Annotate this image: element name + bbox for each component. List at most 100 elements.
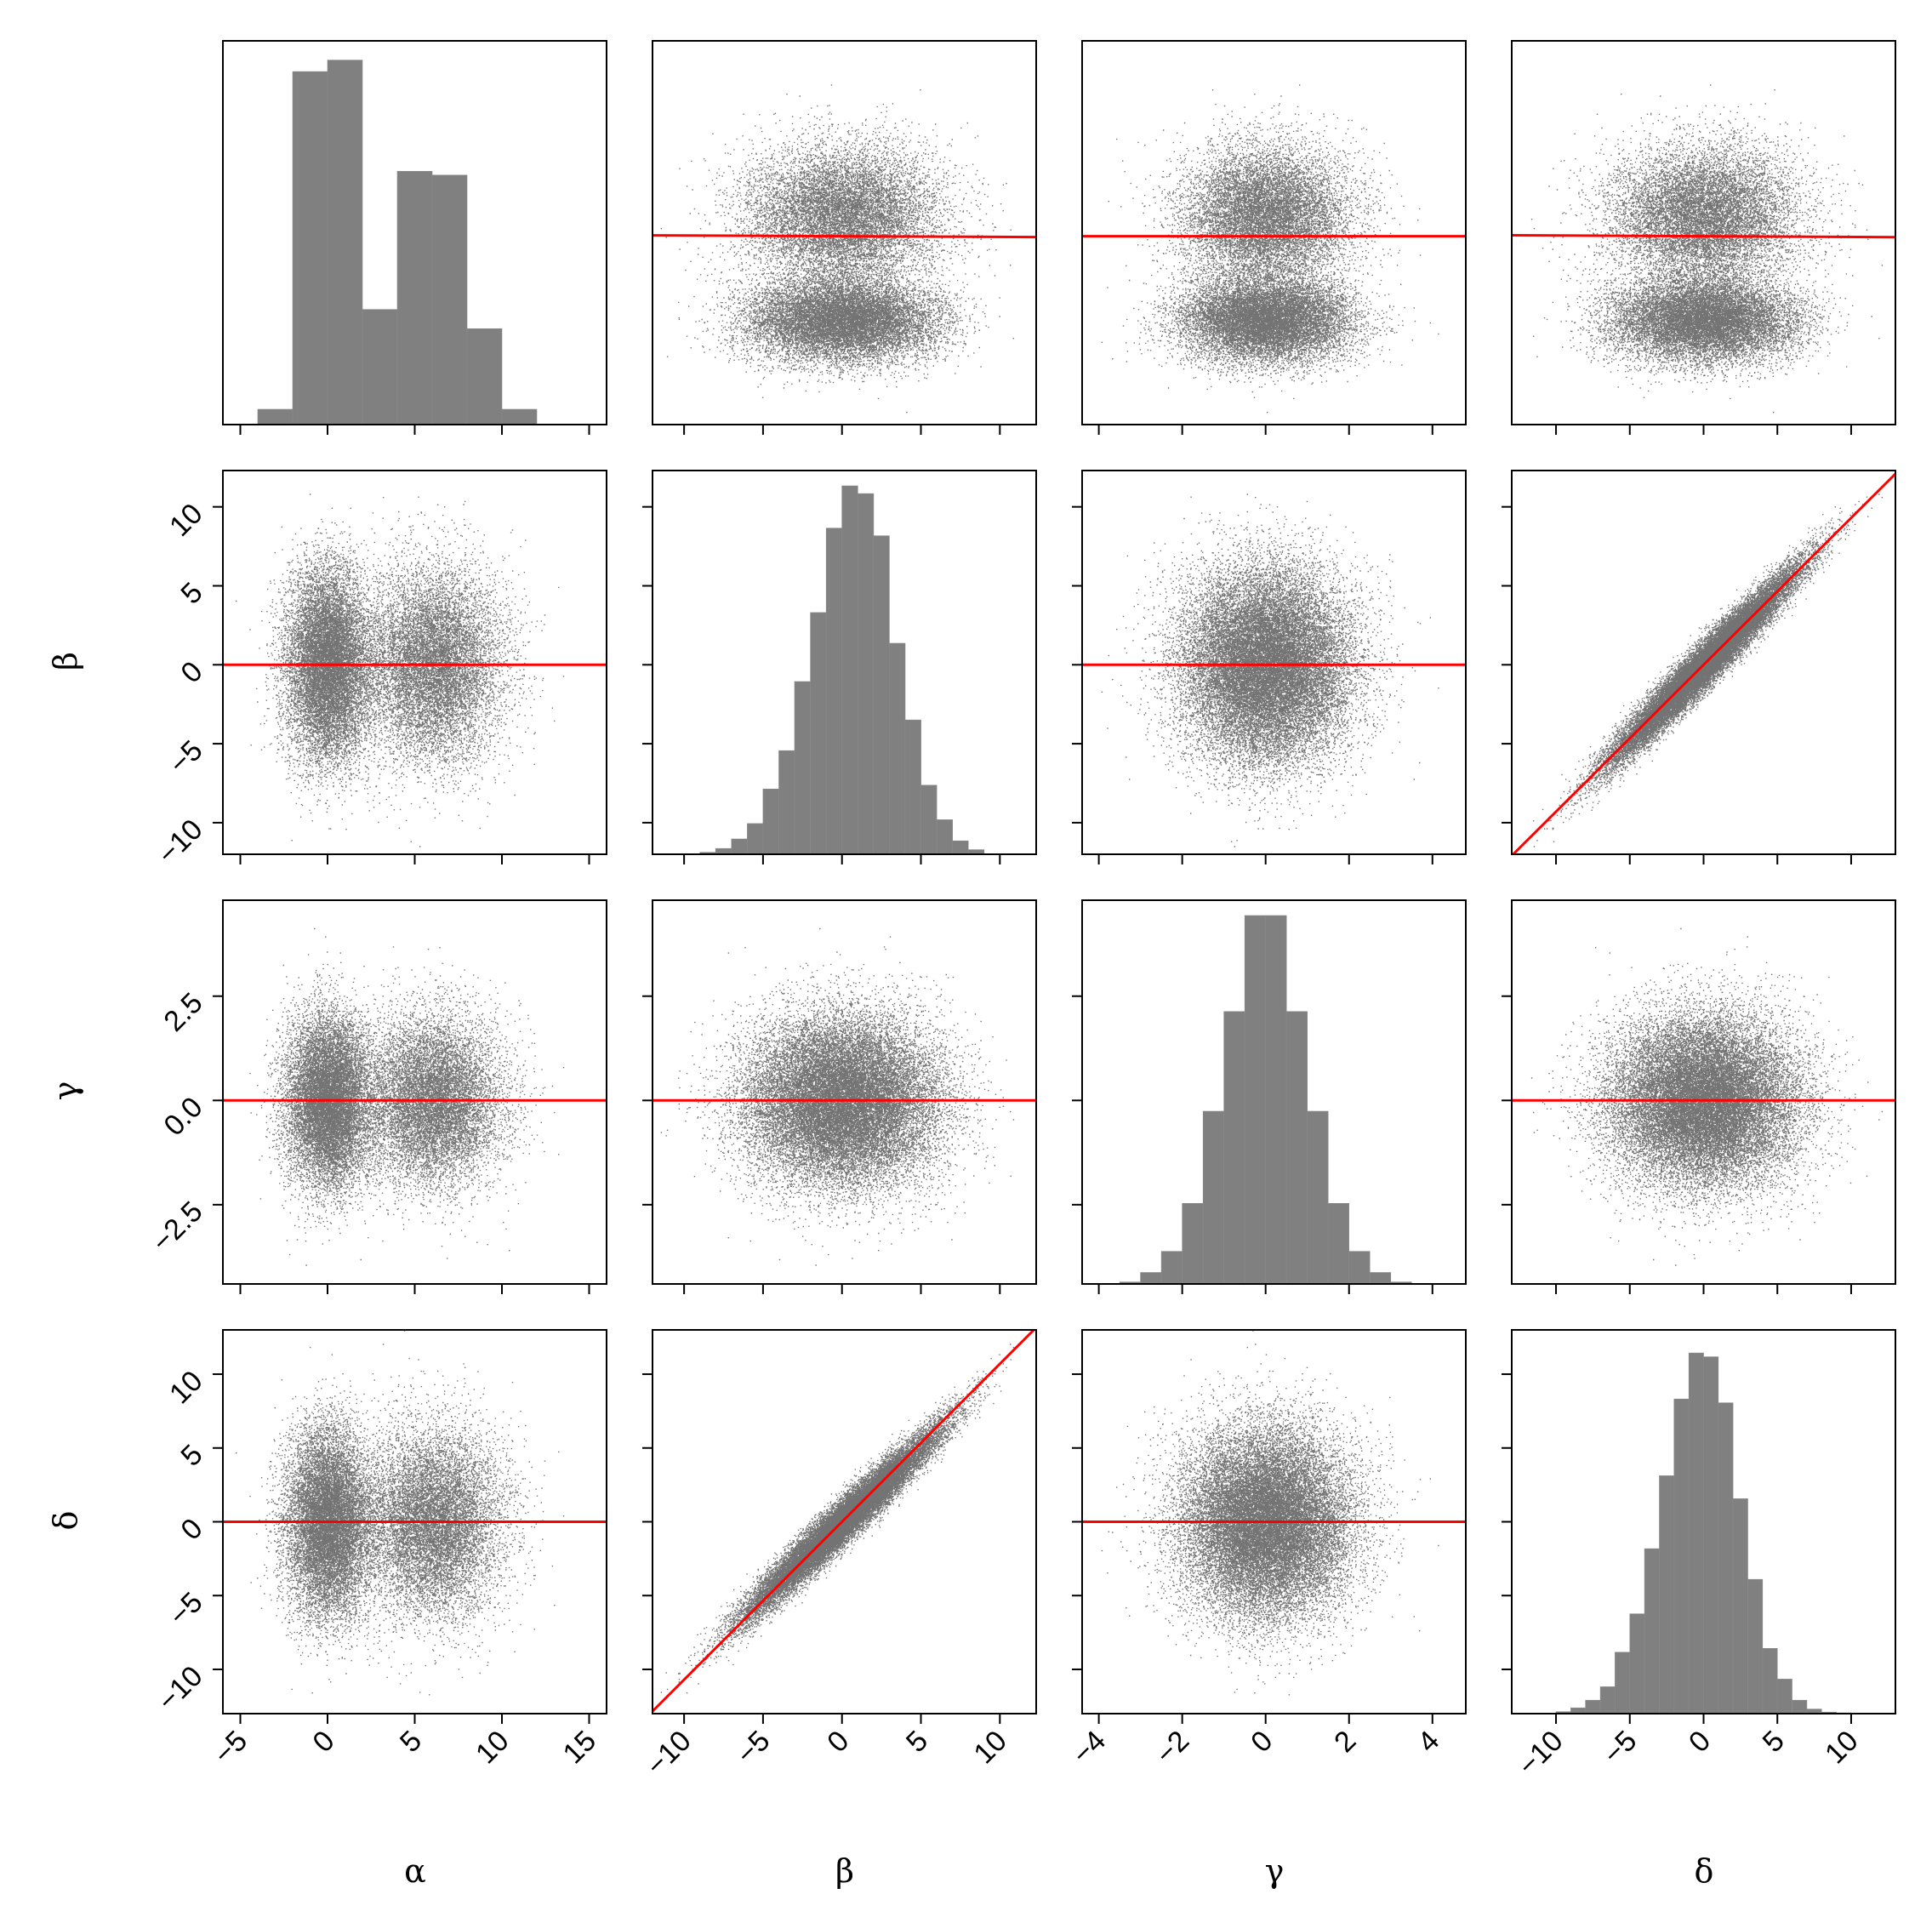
x-tick-label: 5 (900, 1725, 934, 1759)
fit-line-beta-vs-delta (1512, 474, 1895, 856)
scatter-panel-gamma-vs-beta (648, 928, 1052, 1266)
y-tick-label: 0 (174, 655, 208, 689)
x-axis-label-alpha: α (404, 1852, 426, 1890)
x-tick-label: 10 (470, 1725, 516, 1771)
histogram-bar (732, 839, 748, 854)
histogram-bar (1370, 1273, 1391, 1285)
histogram-bar (1718, 1403, 1733, 1714)
histogram-bar (921, 785, 938, 854)
histogram-bar (1308, 1111, 1329, 1284)
scatter-points (236, 456, 564, 860)
histogram-bar (1586, 1700, 1600, 1714)
histogram-bar (467, 328, 502, 425)
scatter-panel-alpha-vs-delta (1531, 84, 1896, 413)
histogram-bar (747, 824, 763, 854)
x-tick-label: 10 (1819, 1725, 1865, 1771)
scatter-panel-gamma-vs-alpha (236, 928, 564, 1266)
y-tick-label: 5 (174, 1439, 208, 1473)
histogram-delta (1556, 1353, 1851, 1714)
histogram-bar (1161, 1252, 1183, 1284)
histogram-bar (1183, 1203, 1204, 1284)
scatter-points (1102, 84, 1439, 413)
histogram-bar (328, 60, 362, 425)
x-tick-label: 15 (557, 1725, 603, 1771)
histogram-bar (1644, 1549, 1659, 1714)
histogram-bar (1203, 1111, 1224, 1284)
histogram-bar (502, 409, 537, 425)
histogram-bar (937, 819, 953, 854)
scatter-panel-gamma-vs-delta (1531, 928, 1896, 1266)
histogram-bar (842, 486, 858, 854)
x-tick-label: 10 (967, 1725, 1013, 1771)
histogram-bar (826, 528, 842, 854)
scatter-points (1102, 1330, 1439, 1695)
histogram-bar (1328, 1203, 1349, 1284)
scatter-panel-alpha-vs-gamma (1102, 84, 1439, 413)
histogram-bar (779, 750, 795, 854)
x-tick-label: 4 (1411, 1725, 1445, 1759)
x-tick-label: 2 (1328, 1725, 1362, 1759)
histogram-gamma (1120, 916, 1411, 1284)
y-axis-label-beta: β (47, 652, 84, 670)
histogram-bar (1777, 1679, 1792, 1714)
y-axis-label-delta: δ (47, 1511, 84, 1531)
histogram-bar (1615, 1652, 1629, 1714)
histogram-beta (700, 486, 984, 854)
histogram-bar (1600, 1686, 1615, 1714)
histogram-bar (293, 71, 328, 425)
x-tick-label: 5 (1757, 1725, 1791, 1759)
histogram-bar (811, 613, 827, 854)
histogram-bar (874, 536, 890, 854)
histogram-bar (1141, 1273, 1162, 1285)
histogram-bars-layer (258, 60, 1851, 1714)
scatter-panel-alpha-vs-beta (648, 84, 1052, 413)
histogram-bar (905, 720, 921, 854)
histogram-bar (432, 175, 467, 425)
scatter-points (1102, 456, 1439, 860)
scatter-points (648, 928, 1052, 1266)
scatter-points (1531, 84, 1896, 413)
histogram-bar (1660, 1475, 1674, 1714)
histogram-bar (1733, 1498, 1747, 1714)
y-tick-label: −2.5 (145, 1195, 208, 1258)
x-tick-label: 0 (1245, 1725, 1279, 1759)
histogram-bar (1748, 1579, 1763, 1714)
scatter-panel-delta-vs-alpha (236, 1330, 564, 1695)
scatter-points (648, 84, 1052, 413)
histogram-bar (1349, 1252, 1371, 1284)
histogram-bar (715, 848, 732, 854)
x-tick-label: 0 (1683, 1725, 1717, 1759)
x-axis-label-gamma: γ (1265, 1852, 1285, 1890)
x-tick-label: 0 (306, 1725, 340, 1759)
scatter-panel-delta-vs-gamma (1102, 1330, 1439, 1695)
scatter-panel-beta-vs-delta (1531, 456, 1896, 860)
histogram-bar (1245, 916, 1266, 1284)
histogram-bar (795, 682, 811, 854)
y-tick-label: −10 (151, 813, 209, 871)
x-tick-label: −10 (1512, 1725, 1570, 1783)
scatter-points (1531, 456, 1896, 860)
scatter-points (236, 1330, 564, 1695)
fit-line-delta-vs-beta (653, 1327, 1036, 1711)
histogram-bar (362, 310, 397, 425)
y-tick-label: 5 (174, 576, 208, 610)
y-tick-label: 0 (174, 1512, 208, 1546)
y-axis-label-gamma: γ (47, 1081, 84, 1101)
histogram-bar (889, 643, 905, 854)
histogram-bar (1630, 1614, 1644, 1714)
y-tick-label: 10 (163, 497, 209, 543)
histogram-bar (763, 789, 779, 854)
x-tick-label: −5 (1597, 1725, 1643, 1771)
histogram-bar (1763, 1648, 1777, 1714)
scatter-panel-beta-vs-gamma (1102, 456, 1439, 860)
y-tick-label: 10 (163, 1365, 209, 1411)
y-tick-label: 0.0 (157, 1091, 208, 1142)
x-tick-label: −5 (730, 1725, 776, 1771)
panel-frame-alpha-delta (1512, 41, 1895, 425)
histogram-bar (1792, 1700, 1807, 1714)
histogram-bar (1224, 1012, 1245, 1284)
histogram-bar (1286, 1012, 1308, 1284)
x-tick-label: −10 (640, 1725, 698, 1783)
scatter-points-layer (236, 84, 1896, 1695)
